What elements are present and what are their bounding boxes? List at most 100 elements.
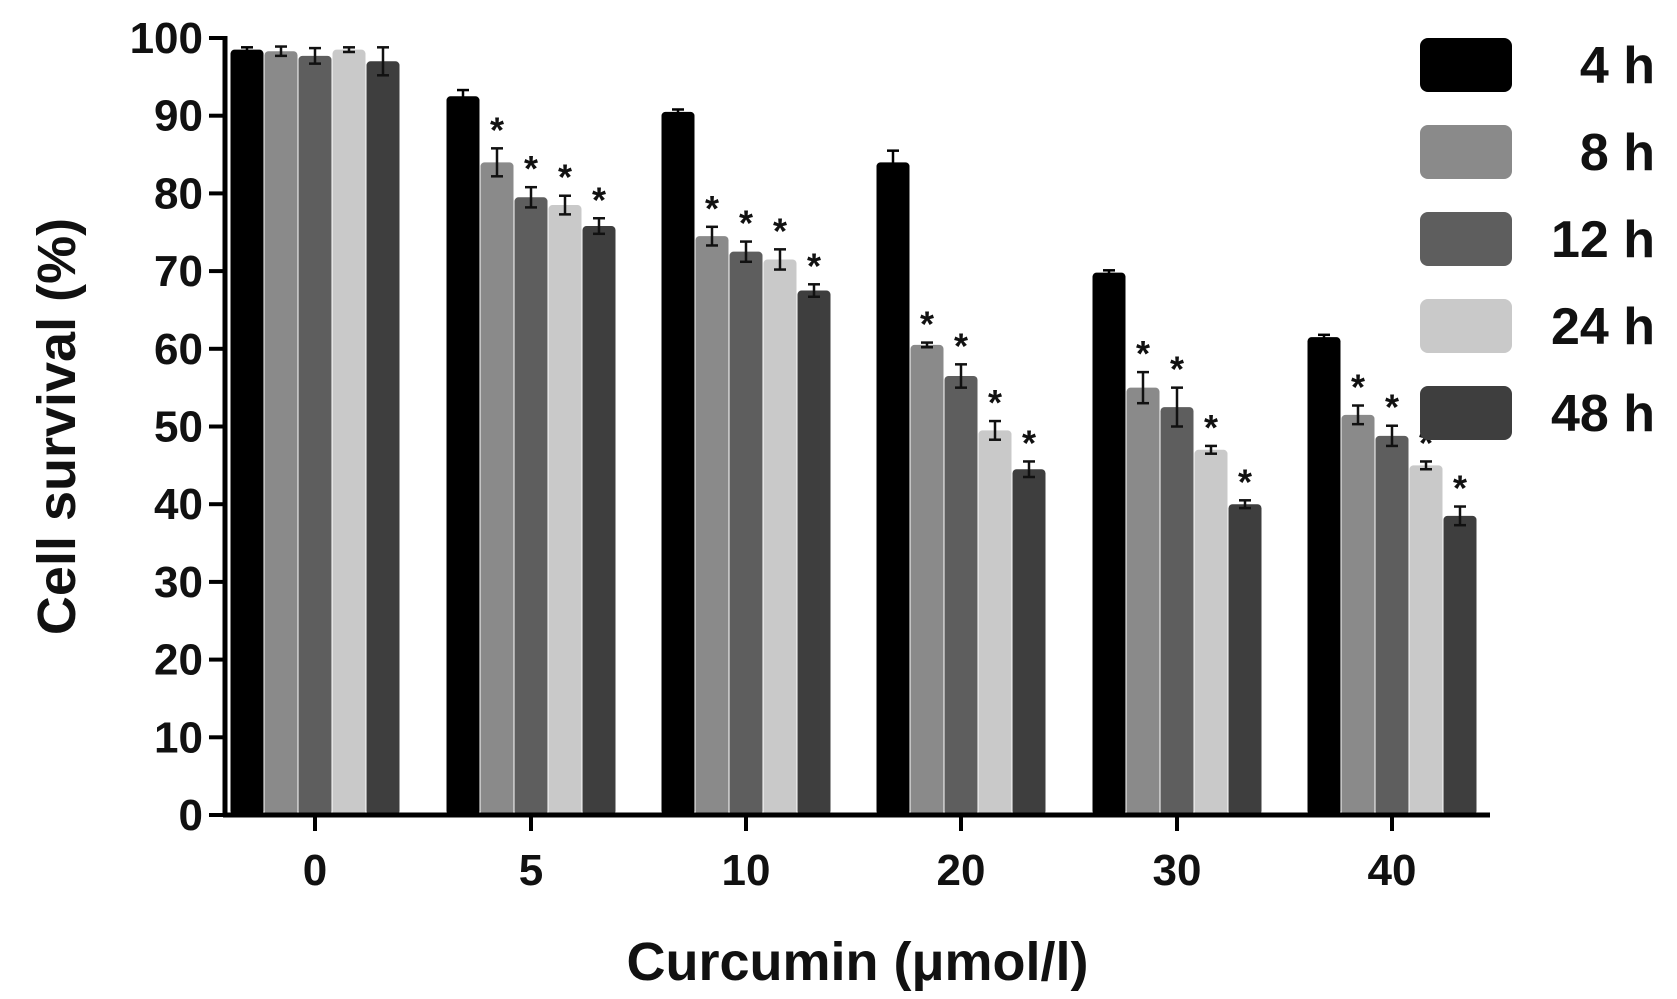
legend-item: 4 h [1420, 37, 1655, 95]
significance-star: * [705, 188, 719, 229]
bar-12h-20 [944, 375, 978, 815]
bar-24h-0 [332, 49, 366, 815]
x-tick-label: 20 [937, 846, 986, 895]
bar-8h-5 [480, 162, 514, 815]
y-tick-label: 20 [154, 636, 203, 685]
significance-layer: ** ** * * ******* **** *** [490, 109, 1467, 508]
y-tick-label: 100 [130, 14, 203, 63]
y-tick-label: 70 [154, 247, 203, 296]
significance-star: * [1385, 387, 1399, 428]
bar-8h-30 [1126, 387, 1160, 815]
significance-star: * [1238, 461, 1252, 502]
y-tick-label: 40 [154, 480, 203, 529]
bar-4h-40 [1307, 337, 1341, 815]
significance-star: * [524, 148, 538, 189]
error-bar [1352, 404, 1364, 426]
x-tick-label: 40 [1368, 846, 1417, 895]
significance-star: * [807, 245, 821, 286]
error-bars-layer [241, 45, 1466, 527]
y-ticks-layer: 0 10 20 30 40 50 60 70 80 90 100 [130, 14, 225, 840]
bar-8h-10 [695, 236, 729, 815]
error-bar [1137, 370, 1149, 405]
error-bar [706, 225, 718, 247]
bar-12h-10 [729, 251, 763, 816]
error-bar [921, 341, 933, 349]
error-bar [457, 88, 469, 104]
error-bar [1023, 460, 1035, 479]
legend-item: 8 h [1420, 124, 1655, 182]
y-tick-label: 10 [154, 713, 203, 762]
error-bar [525, 185, 537, 209]
y-tick-label: 90 [154, 92, 203, 141]
legend-label: 48 h [1551, 385, 1655, 443]
legend-label: 8 h [1580, 124, 1655, 182]
bar-24h-40 [1409, 465, 1443, 815]
error-bar [241, 46, 253, 54]
legend-label: 12 h [1551, 211, 1655, 269]
y-tick-label: 30 [154, 558, 203, 607]
bar-48h-30 [1228, 504, 1262, 815]
error-bar [1103, 269, 1115, 277]
y-tick-label: 80 [154, 169, 203, 218]
bar-24h-30 [1194, 449, 1228, 815]
bar-8h-20 [910, 344, 944, 815]
error-bar [377, 46, 389, 77]
bar-24h-20 [978, 430, 1012, 815]
x-tick-label: 30 [1153, 846, 1202, 895]
legend-swatch [1420, 299, 1512, 353]
error-bar [774, 248, 786, 271]
legend-swatch [1420, 125, 1512, 179]
significance-star: * [1170, 349, 1184, 390]
error-bar [559, 194, 571, 216]
significance-star: * [773, 210, 787, 251]
significance-star: * [739, 203, 753, 244]
error-bar [1318, 333, 1330, 341]
x-tick-label: 5 [519, 846, 543, 895]
bars-layer [230, 49, 1477, 816]
error-bar [1205, 444, 1217, 455]
bar-12h-0 [298, 55, 332, 816]
y-axis-label: Cell survival (%) [27, 218, 87, 635]
significance-star: * [558, 157, 572, 198]
significance-star: * [1453, 468, 1467, 509]
bar-12h-40 [1375, 435, 1409, 815]
error-bar [1420, 460, 1432, 471]
bar-48h-10 [797, 290, 831, 815]
bar-8h-0 [264, 51, 298, 816]
x-tick-label: 0 [303, 846, 327, 895]
error-bar [1171, 386, 1183, 428]
error-bar [491, 147, 503, 178]
significance-star: * [1136, 333, 1150, 374]
error-bar [1454, 505, 1466, 527]
bar-48h-0 [366, 61, 400, 816]
error-bar [343, 46, 355, 54]
x-tick-label: 10 [722, 846, 771, 895]
legend-swatch [1420, 38, 1512, 92]
error-bar [672, 108, 684, 116]
legend-label: 24 h [1551, 298, 1655, 356]
legend-swatch [1420, 386, 1512, 440]
bar-48h-40 [1443, 515, 1477, 815]
error-bar [1386, 424, 1398, 448]
error-bar [740, 240, 752, 264]
legend-item: 48 h [1420, 385, 1655, 443]
legend-swatch [1420, 212, 1512, 266]
significance-star: * [920, 304, 934, 345]
error-bar [808, 283, 820, 298]
bar-24h-10 [763, 259, 797, 815]
error-bar [887, 149, 899, 176]
significance-star: * [490, 109, 504, 150]
significance-star: * [954, 325, 968, 366]
axes-layer [222, 36, 1490, 818]
x-ticks-layer: 0 5 10 20 30 40 [303, 815, 1417, 895]
bar-48h-20 [1012, 469, 1046, 815]
significance-star: * [988, 382, 1002, 423]
bar-4h-0 [230, 49, 264, 815]
error-bar [1239, 499, 1251, 510]
y-tick-label: 0 [179, 791, 203, 840]
significance-star: * [1204, 407, 1218, 448]
error-bar [275, 45, 287, 58]
significance-star: * [1022, 422, 1036, 463]
bar-12h-30 [1160, 407, 1194, 815]
